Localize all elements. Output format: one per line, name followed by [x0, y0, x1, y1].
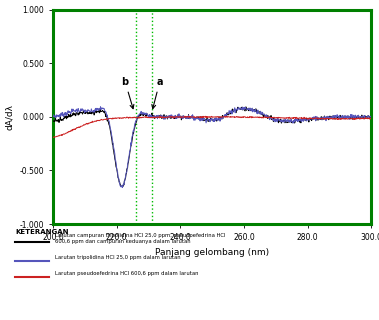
- Text: Larutan pseudoefedrina HCl 600,6 ppm dalam larutan: Larutan pseudoefedrina HCl 600,6 ppm dal…: [55, 271, 199, 276]
- Text: b: b: [122, 77, 134, 109]
- Text: Larutan campuran tripolidina HCl 25,0 ppm, pseudoefedrina HCl
600,6 ppm dan camp: Larutan campuran tripolidina HCl 25,0 pp…: [55, 233, 226, 244]
- Text: Larutan tripolidina HCl 25,0 ppm dalam larutan: Larutan tripolidina HCl 25,0 ppm dalam l…: [55, 255, 180, 260]
- Text: a: a: [152, 77, 163, 108]
- X-axis label: Panjang gelombang (nm): Panjang gelombang (nm): [155, 248, 269, 257]
- Y-axis label: dA/dλ: dA/dλ: [5, 104, 14, 130]
- Text: KETERANGAN: KETERANGAN: [15, 229, 69, 235]
